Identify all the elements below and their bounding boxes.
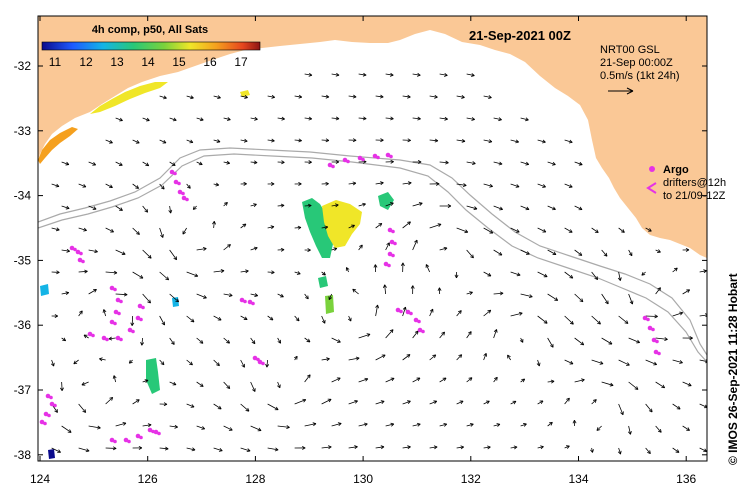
longitude-tick-label: 134 [568, 472, 588, 486]
longitude-tick-label: 126 [138, 472, 158, 486]
sst-patch-blue-small [172, 297, 179, 307]
latitude-tick-label: -32 [14, 59, 32, 73]
altimetry-source: NRT00 GSL [600, 44, 660, 56]
shelf-contour-inner [38, 153, 707, 363]
altimetry-scale: 0.5m/s (1kt 24h) [600, 70, 679, 82]
colorbar-ticks: 11 12 13 14 15 16 17 [49, 55, 248, 69]
longitude-tick-label: 128 [245, 472, 265, 486]
sst-patch-coastal-yellow [90, 82, 168, 114]
sst-patch-navy-southwest [48, 449, 55, 459]
colorbar-label: 4h comp, p50, All Sats [92, 24, 208, 36]
longitude-tick-label: 132 [461, 472, 481, 486]
australia-land [38, 16, 707, 258]
drifter-label: drifters@12h [663, 177, 726, 189]
colorbar [41, 41, 261, 51]
current-vectors [50, 72, 707, 455]
colorbar-tick-label: 13 [110, 55, 124, 69]
longitude-tick-label: 124 [30, 472, 50, 486]
colorbar-tick-label: 16 [203, 55, 217, 69]
latitude-tick-label: -34 [14, 189, 32, 203]
sst-patch-green-small-1 [318, 276, 328, 288]
latitude-tick-label: -38 [14, 448, 32, 462]
drifter-tracks [39, 152, 661, 444]
sst-patch-green-small-2 [325, 295, 334, 314]
shelf-contour-outer [38, 147, 707, 356]
sst-patch-green-south [146, 358, 160, 394]
colorbar-tick-label: 14 [141, 55, 155, 69]
sst-patch-coastal-orange [38, 127, 78, 164]
argo-dot-icon [649, 166, 655, 172]
longitude-axis: 124 126 128 130 132 134 136 [30, 16, 697, 486]
latitude-tick-label: -36 [14, 318, 32, 332]
imos-credit: © IMOS 26-Sep-2021 11:28 Hobart [726, 273, 740, 465]
sst-patch-blue-west [40, 284, 49, 296]
argo-label: Argo [663, 164, 689, 176]
drifter-time: to 21/09-12Z [663, 190, 726, 202]
drifter-chevron-icon [646, 182, 657, 194]
scale-arrow-icon [608, 87, 634, 95]
latitude-axis: -32 -33 -34 -35 -36 -37 -38 [14, 59, 707, 462]
latitude-tick-label: -37 [14, 383, 32, 397]
latitude-tick-label: -33 [14, 124, 32, 138]
sst-patch-yellow-central [322, 200, 362, 248]
map-date: 21-Sep-2021 00Z [469, 28, 571, 43]
sst-patch-coastal-yellow-small [240, 90, 250, 97]
map-frame [37, 15, 708, 462]
colorbar-tick-label: 12 [79, 55, 93, 69]
sst-patch-green-small-3 [378, 192, 394, 210]
latitude-tick-label: -35 [14, 253, 32, 267]
longitude-tick-label: 130 [353, 472, 373, 486]
longitude-tick-label: 136 [676, 472, 696, 486]
altimetry-time: 21-Sep 00:00Z [600, 57, 673, 69]
colorbar-tick-label: 17 [234, 55, 248, 69]
colorbar-tick-label: 15 [172, 55, 186, 69]
colorbar-tick-label: 11 [49, 55, 62, 69]
